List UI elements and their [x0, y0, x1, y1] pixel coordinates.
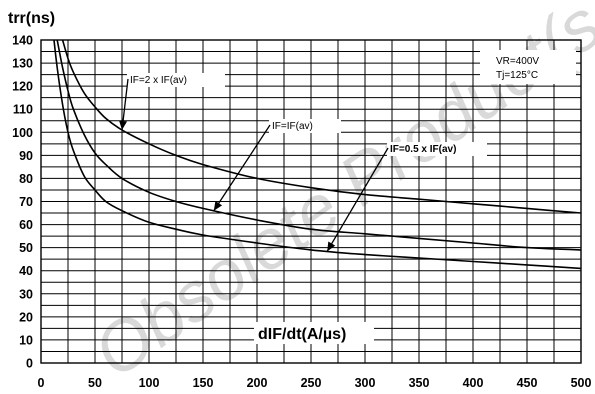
y-tick-label: 70: [19, 195, 33, 209]
y-tick-label: 100: [12, 126, 33, 140]
y-tick-label: 90: [19, 149, 33, 163]
annotation-arrowhead: [213, 201, 223, 211]
axis-ticks: 0 50 100 150 200 250 300 350 400 450 500 0 10 20 30 40 5…: [12, 34, 591, 391]
annotation-bg: [127, 73, 225, 87]
x-tick-label: 0: [38, 376, 45, 390]
y-tick-label: 30: [19, 287, 33, 301]
annotation-label: IF=2 x IF(av): [130, 75, 187, 86]
y-tick-label: 60: [19, 218, 33, 232]
x-tick-label: 100: [139, 376, 160, 390]
plot-frame: [40, 39, 582, 364]
chart-curves: [53, 39, 582, 270]
y-tick-label: 130: [12, 57, 33, 71]
chart-grid: [40, 39, 582, 364]
annotation-bg: [269, 119, 341, 133]
annotation-arrowhead: [327, 241, 336, 252]
annotation-arrowhead: [119, 120, 128, 130]
y-axis-label: trr(ns): [8, 10, 55, 27]
x-tick-label: 400: [463, 376, 484, 390]
annotation-label: IF=IF(av): [272, 121, 313, 132]
annotation-arrow-line: [326, 147, 389, 252]
y-tick-label: 140: [12, 34, 33, 48]
y-tick-label: 110: [13, 103, 33, 117]
x-axis-label: dIF/dt(A/µs): [258, 326, 346, 343]
x-tick-label: 50: [88, 376, 102, 390]
annotation-arrow-line: [213, 124, 271, 212]
series-line-1: [61, 39, 582, 214]
curve-annotations: IF=2 x IF(av) IF=IF(av) IF=0.5 x IF(av): [119, 73, 487, 252]
y-tick-label: 20: [19, 310, 33, 324]
y-tick-label: 0: [26, 357, 33, 371]
y-tick-label: 80: [19, 172, 33, 186]
x-tick-label: 500: [571, 376, 592, 390]
x-tick-label: 150: [193, 376, 214, 390]
y-tick-label: 40: [19, 264, 33, 278]
y-tick-label: 120: [12, 80, 33, 94]
x-tick-label: 350: [409, 376, 430, 390]
x-axis-label-box: [254, 322, 374, 344]
condition-box: [480, 50, 576, 84]
condition-vr: VR=400V: [496, 56, 539, 67]
condition-tj: Tj=125°C: [496, 70, 538, 81]
annotation-bg: [387, 142, 487, 156]
y-tick-label: 10: [19, 333, 33, 347]
series-line-3: [53, 39, 582, 270]
annotation-label: IF=0.5 x IF(av): [390, 144, 456, 155]
x-tick-label: 300: [355, 376, 376, 390]
x-tick-label: 450: [517, 376, 538, 390]
series-line-2: [56, 39, 582, 251]
x-tick-label: 250: [301, 376, 322, 390]
y-tick-label: 50: [19, 241, 33, 255]
x-tick-label: 200: [247, 376, 268, 390]
